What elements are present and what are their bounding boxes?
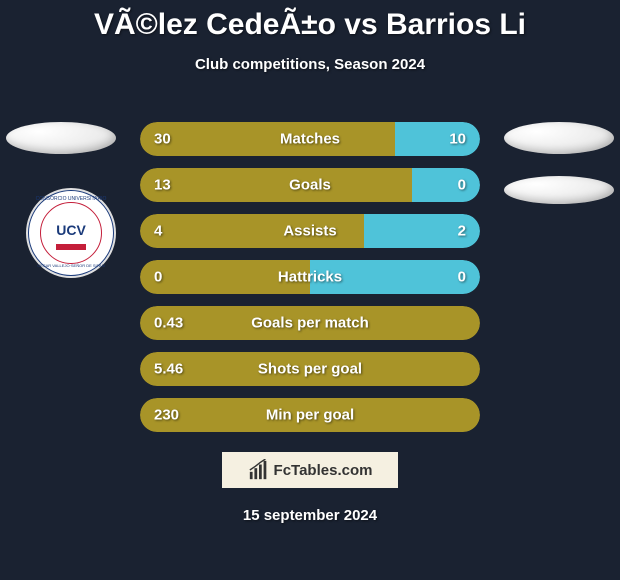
stat-row: 0.43 Goals per match	[140, 306, 480, 340]
stat-value-left: 4	[154, 223, 162, 240]
stat-value-left: 30	[154, 131, 171, 148]
club-logo-left: CONSORCIO UNIVERSITARIO UCV CESAR VALLEJ…	[26, 188, 116, 278]
stat-value-right: 0	[458, 177, 466, 194]
stat-bar-right	[412, 168, 480, 202]
stats-container: 1030Matches013Goals24Assists00Hattricks0…	[140, 122, 480, 444]
stat-label: Goals per match	[251, 315, 369, 332]
stat-bar-right	[395, 122, 480, 156]
stat-row: 2 4 Assists	[140, 214, 480, 248]
stat-label: Shots per goal	[258, 361, 362, 378]
stat-bar-left	[140, 122, 395, 156]
stat-row: 0 0 Hattricks	[140, 260, 480, 294]
chart-icon	[248, 459, 270, 481]
page-title: VÃ©lez CedeÃ±o vs Barrios Li	[0, 0, 620, 42]
stat-label: Hattricks	[278, 269, 342, 286]
stat-label: Goals	[289, 177, 331, 194]
player-avatar-left-placeholder	[6, 122, 116, 154]
club-logo-main-text: UCV	[56, 222, 86, 238]
footer-brand: FcTables.com	[222, 452, 398, 488]
club-logo-bottom-text: CESAR VALLEJO·SEÑOR DE SIPAN	[37, 263, 104, 268]
stat-value-left: 5.46	[154, 361, 183, 378]
stat-label: Min per goal	[266, 407, 354, 424]
stat-value-left: 0.43	[154, 315, 183, 332]
stat-value-left: 230	[154, 407, 179, 424]
club-logo-top-text: CONSORCIO UNIVERSITARIO	[36, 196, 107, 202]
stat-bar-left	[140, 168, 412, 202]
stat-row: 230 Min per goal	[140, 398, 480, 432]
stat-row: 5.46 Shots per goal	[140, 352, 480, 386]
stat-label: Assists	[283, 223, 336, 240]
stat-value-right: 10	[449, 131, 466, 148]
stat-row: 0 13 Goals	[140, 168, 480, 202]
stat-row: 10 30 Matches	[140, 122, 480, 156]
stat-value-right: 0	[458, 269, 466, 286]
footer-brand-text: FcTables.com	[274, 462, 373, 479]
club-logo-accent	[56, 244, 86, 250]
stat-value-left: 13	[154, 177, 171, 194]
page-subtitle: Club competitions, Season 2024	[0, 56, 620, 73]
stat-value-left: 0	[154, 269, 162, 286]
club-logo-right-placeholder	[504, 176, 614, 204]
stat-value-right: 2	[458, 223, 466, 240]
stat-label: Matches	[280, 131, 340, 148]
footer-date: 15 september 2024	[243, 507, 377, 524]
player-avatar-right-placeholder	[504, 122, 614, 154]
